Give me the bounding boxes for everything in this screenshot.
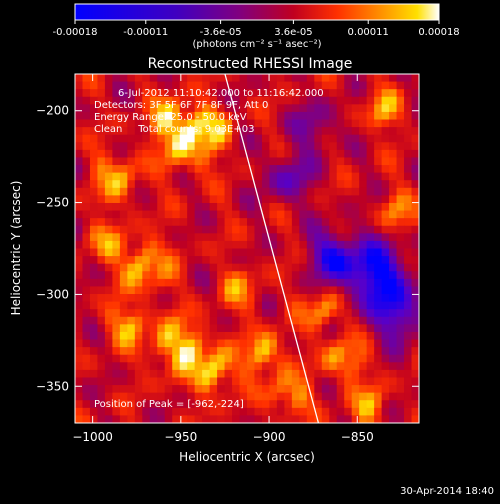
colorbar-ticks: -0.00018 -0.00011 -3.6e-05 3.6e-05 0.00011 0.… [53, 20, 460, 38]
info-time-range: 6-Jul-2012 11:10:42.000 to 11:16:42.000 [118, 88, 324, 99]
colorbar-tick-label: 3.6e-05 [274, 27, 312, 38]
y-tick-label: −350 [36, 379, 69, 393]
colorbar-tick-label: 0.00018 [418, 27, 459, 38]
colorbar [74, 3, 440, 21]
observation-info: 6-Jul-2012 11:10:42.000 to 11:16:42.000 … [94, 88, 324, 135]
solar-limb-line [224, 73, 320, 424]
colorbar-tick-label: 0.00011 [348, 27, 389, 38]
footer-date: 30-Apr-2014 18:40 [400, 486, 494, 497]
info-energy-range: Energy Range: 25.0 - 50.0 keV [94, 112, 247, 123]
y-tick-label: −300 [36, 287, 69, 301]
x-tick-label: −900 [253, 430, 286, 444]
x-axis-ticks: −1000 −950 −900 −850 [72, 74, 374, 444]
reconstructed-image-heatmap [75, 74, 419, 423]
y-axis-ticks: −200 −250 −300 −350 [36, 104, 419, 393]
info-detectors: Detectors: 3F 5F 6F 7F 8F 9F, Att 0 [94, 100, 268, 111]
plot-title: Reconstructed RHESSI Image [148, 56, 353, 72]
info-clean-counts: Clean Total counts: 9.03E+03 [94, 124, 254, 135]
x-tick-label: −850 [341, 430, 374, 444]
plot-frame [74, 73, 420, 424]
colorbar-tick-label: -3.6e-05 [200, 27, 242, 38]
x-axis-label: Heliocentric X (arcsec) [179, 450, 315, 464]
y-axis-label: Heliocentric Y (arcsec) [9, 181, 23, 316]
colorbar-tick-label: -0.00018 [53, 27, 98, 38]
colorbar-tick-label: -0.00011 [123, 27, 168, 38]
peak-position-label: Position of Peak = [-962,-224] [94, 399, 244, 410]
x-tick-label: −1000 [72, 430, 113, 444]
colorbar-unit-label: (photons cm⁻² s⁻¹ asec⁻²) [192, 39, 321, 50]
y-tick-label: −200 [36, 104, 69, 118]
x-tick-label: −950 [164, 430, 197, 444]
y-tick-label: −250 [36, 196, 69, 210]
